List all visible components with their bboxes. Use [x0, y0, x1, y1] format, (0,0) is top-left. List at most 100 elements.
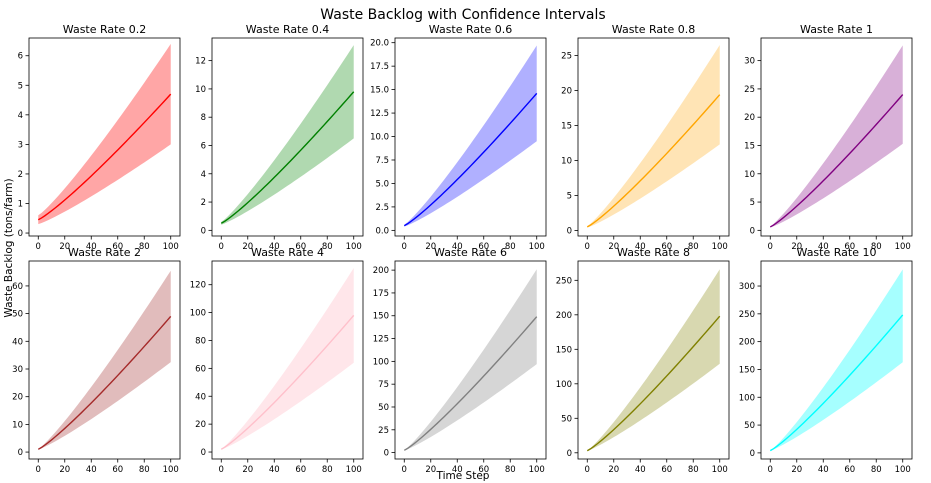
x-tick-label: 80: [322, 465, 333, 475]
axes-frame: [394, 37, 547, 237]
y-tick-label: 10: [12, 420, 23, 430]
x-tick-label: 20: [425, 465, 436, 475]
x-tick-label: 100: [712, 242, 728, 252]
y-tick-label: 100: [190, 309, 206, 319]
x-tick-label: 80: [505, 465, 516, 475]
mean-line: [586, 315, 721, 452]
y-tick-label: 60: [12, 282, 23, 292]
x-tick-label: 0: [585, 242, 590, 252]
y-tick-label: 1: [18, 199, 23, 209]
x-tick-label: 60: [844, 465, 855, 475]
y-tick-label: 6: [18, 52, 23, 62]
figure-title: Waste Backlog with Confidence Intervals: [320, 7, 605, 23]
axes-frame: [211, 37, 364, 237]
y-tick-label: 200: [739, 338, 755, 348]
y-tick-label: 150: [556, 345, 572, 355]
mean-line: [220, 314, 355, 450]
x-tick-label: 0: [402, 465, 407, 475]
y-tick-label: 60: [195, 364, 206, 374]
y-tick-label: 2.5: [375, 203, 389, 213]
subplot-panel: 0 20 40 60 80 100 0 50 100 150 200 250 300 Waste Rate…: [739, 246, 913, 475]
x-tick-label: 40: [452, 465, 463, 475]
y-tick-label: 12: [195, 57, 206, 67]
x-tick-label: 20: [242, 465, 253, 475]
subplot-title: Waste Rate 0.8: [612, 23, 695, 36]
x-tick-label: 100: [163, 465, 179, 475]
confidence-band: [587, 45, 720, 228]
mean-line: [37, 315, 172, 450]
subplot-title: Waste Rate 2: [68, 246, 141, 259]
y-tick-label: 0: [567, 226, 572, 236]
y-tick-label: 0: [750, 449, 755, 459]
subplot-panel: 0 20 40 60 80 100 0 2 4 6 8 10 12 Waste Rate 0.4: [195, 23, 364, 252]
mean-line: [769, 94, 904, 228]
y-tick-label: 150: [373, 312, 389, 322]
subplot-title: Waste Rate 10: [797, 246, 877, 259]
y-tick-label: 10: [744, 170, 755, 180]
y-tick-label: 20: [12, 393, 23, 403]
x-tick-label: 60: [295, 465, 306, 475]
x-tick-label: 60: [295, 242, 306, 252]
y-tick-label: 2: [18, 170, 23, 180]
figure-ylabel: Waste Backlog (tons/farm): [3, 178, 15, 317]
y-tick-label: 0: [18, 229, 23, 239]
x-tick-label: 20: [242, 242, 253, 252]
subplot-title: Waste Rate 1: [800, 23, 873, 36]
y-tick-label: 8: [201, 113, 206, 123]
x-tick-label: 20: [608, 242, 619, 252]
y-tick-label: 30: [12, 365, 23, 375]
y-tick-label: 12.5: [370, 109, 389, 119]
x-tick-label: 60: [478, 465, 489, 475]
y-tick-label: 50: [744, 421, 755, 431]
axes-frame: [211, 260, 364, 460]
x-tick-label: 0: [219, 242, 224, 252]
y-tick-label: 125: [373, 335, 389, 345]
confidence-band: [770, 269, 903, 451]
y-tick-label: 150: [739, 365, 755, 375]
y-tick-label: 15: [744, 141, 755, 151]
x-tick-label: 40: [86, 242, 97, 252]
y-tick-label: 20: [744, 113, 755, 123]
x-tick-label: 20: [59, 465, 70, 475]
x-tick-label: 0: [402, 242, 407, 252]
x-tick-label: 0: [585, 465, 590, 475]
y-tick-label: 200: [373, 266, 389, 276]
x-tick-label: 80: [871, 465, 882, 475]
subplot-panel: 0 20 40 60 80 100 0 5 10 15 20 25 Waste Rate 0.8: [561, 23, 730, 252]
x-tick-label: 40: [818, 242, 829, 252]
x-tick-label: 20: [425, 242, 436, 252]
subplot-panel: 0 20 40 60 80 100 0 10 20 30 40 50 60 Waste Rate 2: [12, 246, 181, 475]
y-tick-label: 0: [18, 448, 23, 458]
y-tick-label: 0: [567, 449, 572, 459]
y-tick-label: 20: [195, 420, 206, 430]
x-tick-label: 20: [608, 465, 619, 475]
subplot-title: Waste Rate 0.2: [63, 23, 146, 36]
y-tick-label: 0: [384, 449, 389, 459]
y-tick-label: 0: [201, 448, 206, 458]
subplot-title: Waste Rate 0.6: [429, 23, 512, 36]
y-tick-label: 100: [556, 380, 572, 390]
x-tick-label: 40: [269, 242, 280, 252]
confidence-band: [404, 45, 537, 227]
x-tick-label: 60: [661, 465, 672, 475]
y-tick-label: 250: [556, 276, 572, 286]
y-tick-label: 40: [195, 392, 206, 402]
y-tick-label: 100: [739, 393, 755, 403]
mean-line: [769, 314, 904, 452]
confidence-band: [38, 43, 171, 225]
subplot-title: Waste Rate 4: [251, 246, 324, 259]
y-tick-label: 100: [373, 357, 389, 367]
subplot-panel: 0 20 40 60 80 100 0 5 10 15 20 25 30 Waste Rate 1: [744, 23, 913, 252]
confidence-band: [221, 267, 354, 450]
subplot-title: Waste Rate 8: [617, 246, 690, 259]
x-tick-label: 100: [163, 242, 179, 252]
x-tick-label: 60: [112, 242, 123, 252]
mean-line: [220, 91, 355, 224]
y-tick-label: 15: [561, 121, 572, 131]
x-tick-label: 80: [871, 242, 882, 252]
x-tick-label: 40: [269, 465, 280, 475]
subplot-panel: 0 20 40 60 80 100 0 25 50 75 100 125 150 175 200 Waste …: [373, 246, 547, 475]
x-tick-label: 60: [478, 242, 489, 252]
x-tick-label: 0: [768, 465, 773, 475]
